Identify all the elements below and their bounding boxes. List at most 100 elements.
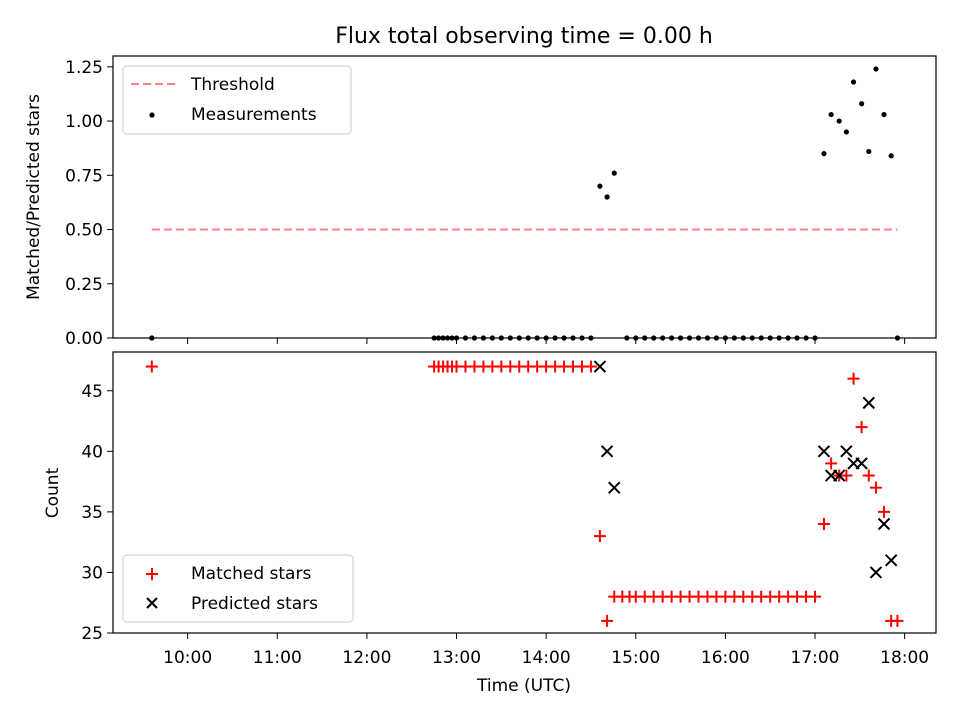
measurement-point bbox=[803, 335, 809, 341]
measurement-point bbox=[686, 335, 693, 341]
bottom-y-tick-label: 35 bbox=[81, 503, 103, 523]
measurement-point bbox=[149, 335, 155, 341]
predicted-legend-swatch bbox=[146, 597, 158, 609]
bottom-legend: Matched stars Predicted stars bbox=[122, 554, 354, 623]
measurement-point bbox=[431, 335, 437, 341]
measurement-point bbox=[843, 129, 849, 135]
bottom-x-tick-label: 16:00 bbox=[701, 648, 750, 668]
measurement-point bbox=[651, 335, 657, 341]
measurement-point bbox=[758, 335, 764, 341]
measurement-point bbox=[579, 335, 585, 341]
measurement-point bbox=[785, 335, 791, 341]
bottom-x-tick-label: 15:00 bbox=[611, 648, 660, 668]
predicted-star-point bbox=[884, 554, 898, 567]
matched-star-point bbox=[862, 469, 875, 482]
top-chart: 0.00 0.25 0.50 0.75 1.00 1.25 Matched/Predict… bbox=[24, 55, 937, 349]
top-y-tick-label: 0.75 bbox=[65, 166, 103, 186]
matched-star-point bbox=[855, 421, 868, 434]
matched-star-point bbox=[809, 590, 822, 603]
top-y-ticks: 0.00 0.25 0.50 0.75 1.00 1.25 bbox=[65, 58, 113, 349]
measurement-point bbox=[866, 148, 872, 155]
measurement-point bbox=[624, 335, 630, 341]
predicted-star-point bbox=[833, 469, 846, 482]
bottom-x-tick-label: 12:00 bbox=[342, 648, 391, 668]
predicted-star-point bbox=[593, 360, 607, 373]
figure-title: Flux total observing time = 0.00 h bbox=[335, 24, 713, 49]
measurement-point bbox=[543, 335, 549, 341]
top-y-tick-label: 1.25 bbox=[65, 58, 103, 78]
measurement-point bbox=[894, 335, 901, 341]
matched-legend-label: Matched stars bbox=[191, 564, 311, 584]
measurement-point bbox=[704, 335, 711, 341]
measurement-point bbox=[449, 335, 455, 341]
bottom-y-tick-label: 25 bbox=[81, 624, 103, 644]
measurement-point bbox=[722, 335, 728, 341]
measurement-point bbox=[713, 335, 720, 341]
predicted-star-point bbox=[862, 396, 875, 410]
measurement-point bbox=[794, 335, 800, 341]
bottom-x-tick-label: 11:00 bbox=[253, 648, 302, 668]
bottom-x-ticks: 10:00 11:00 12:00 13:00 14:00 15:00 16:00 17:00… bbox=[163, 633, 929, 668]
top-y-axis-label: Matched/Predicted stars bbox=[24, 94, 44, 300]
matched-star-point bbox=[878, 505, 891, 518]
measurement-point bbox=[507, 335, 513, 341]
measurement-point bbox=[453, 335, 460, 341]
bottom-x-axis-label: Time (UTC) bbox=[476, 676, 571, 696]
matched-star-point bbox=[593, 530, 606, 543]
predicted-star-point bbox=[608, 481, 621, 494]
bottom-chart: 25 30 35 40 45 10:00 11:00 12:00 13:00 14:00 15:0… bbox=[43, 351, 937, 696]
measurement-point bbox=[534, 335, 540, 341]
measurement-point bbox=[740, 335, 746, 341]
matched-star-point bbox=[584, 360, 597, 373]
measurement-point bbox=[435, 335, 442, 341]
bottom-x-tick-label: 14:00 bbox=[522, 648, 571, 668]
bottom-x-tick-label: 17:00 bbox=[791, 648, 840, 668]
measurement-point bbox=[480, 335, 487, 341]
measurement-point bbox=[561, 335, 567, 341]
matched-stars-points bbox=[145, 360, 904, 627]
measurement-point bbox=[873, 66, 879, 72]
measurement-point bbox=[821, 151, 827, 157]
bottom-x-tick-label: 13:00 bbox=[432, 648, 481, 668]
matched-star-point bbox=[869, 481, 882, 494]
predicted-legend-label: Predicted stars bbox=[191, 594, 318, 614]
measurement-point bbox=[489, 335, 495, 341]
predicted-star-point bbox=[840, 445, 853, 458]
bottom-y-tick-label: 30 bbox=[81, 563, 103, 583]
measurement-point bbox=[660, 335, 666, 341]
measurement-point bbox=[440, 335, 446, 341]
measurement-point bbox=[677, 335, 684, 341]
bottom-x-tick-label: 18:00 bbox=[880, 648, 929, 668]
top-y-tick-label: 1.00 bbox=[65, 112, 103, 132]
measurement-point bbox=[695, 335, 702, 341]
measurement-point bbox=[776, 335, 782, 341]
measurement-point bbox=[604, 194, 610, 200]
predicted-star-point bbox=[855, 457, 868, 470]
measurement-point bbox=[444, 335, 451, 341]
bottom-y-tick-label: 45 bbox=[81, 382, 103, 402]
measurement-point bbox=[516, 335, 522, 341]
matched-star-point bbox=[891, 614, 904, 627]
predicted-star-point bbox=[817, 445, 831, 458]
bottom-x-tick-label: 10:00 bbox=[163, 648, 212, 668]
measurement-point bbox=[767, 335, 773, 341]
measurement-point bbox=[749, 335, 755, 341]
measurement-point bbox=[888, 153, 894, 159]
bottom-y-tick-label: 40 bbox=[81, 442, 103, 462]
matched-star-point bbox=[817, 517, 830, 530]
predicted-stars-points bbox=[593, 360, 898, 579]
measurement-point bbox=[642, 335, 648, 341]
top-legend-box bbox=[122, 65, 352, 135]
measurement-point bbox=[570, 335, 576, 341]
measurement-point bbox=[471, 335, 478, 341]
matched-star-point bbox=[847, 372, 860, 385]
bottom-y-axis-label: Count bbox=[43, 467, 63, 518]
predicted-star-point bbox=[869, 566, 883, 579]
predicted-star-point bbox=[877, 517, 891, 531]
top-legend: Threshold Measurements bbox=[122, 65, 352, 135]
measurement-point bbox=[812, 335, 818, 341]
measurements-legend-swatch bbox=[149, 112, 155, 118]
top-y-tick-label: 0.00 bbox=[65, 329, 103, 349]
measurement-point bbox=[588, 335, 594, 341]
